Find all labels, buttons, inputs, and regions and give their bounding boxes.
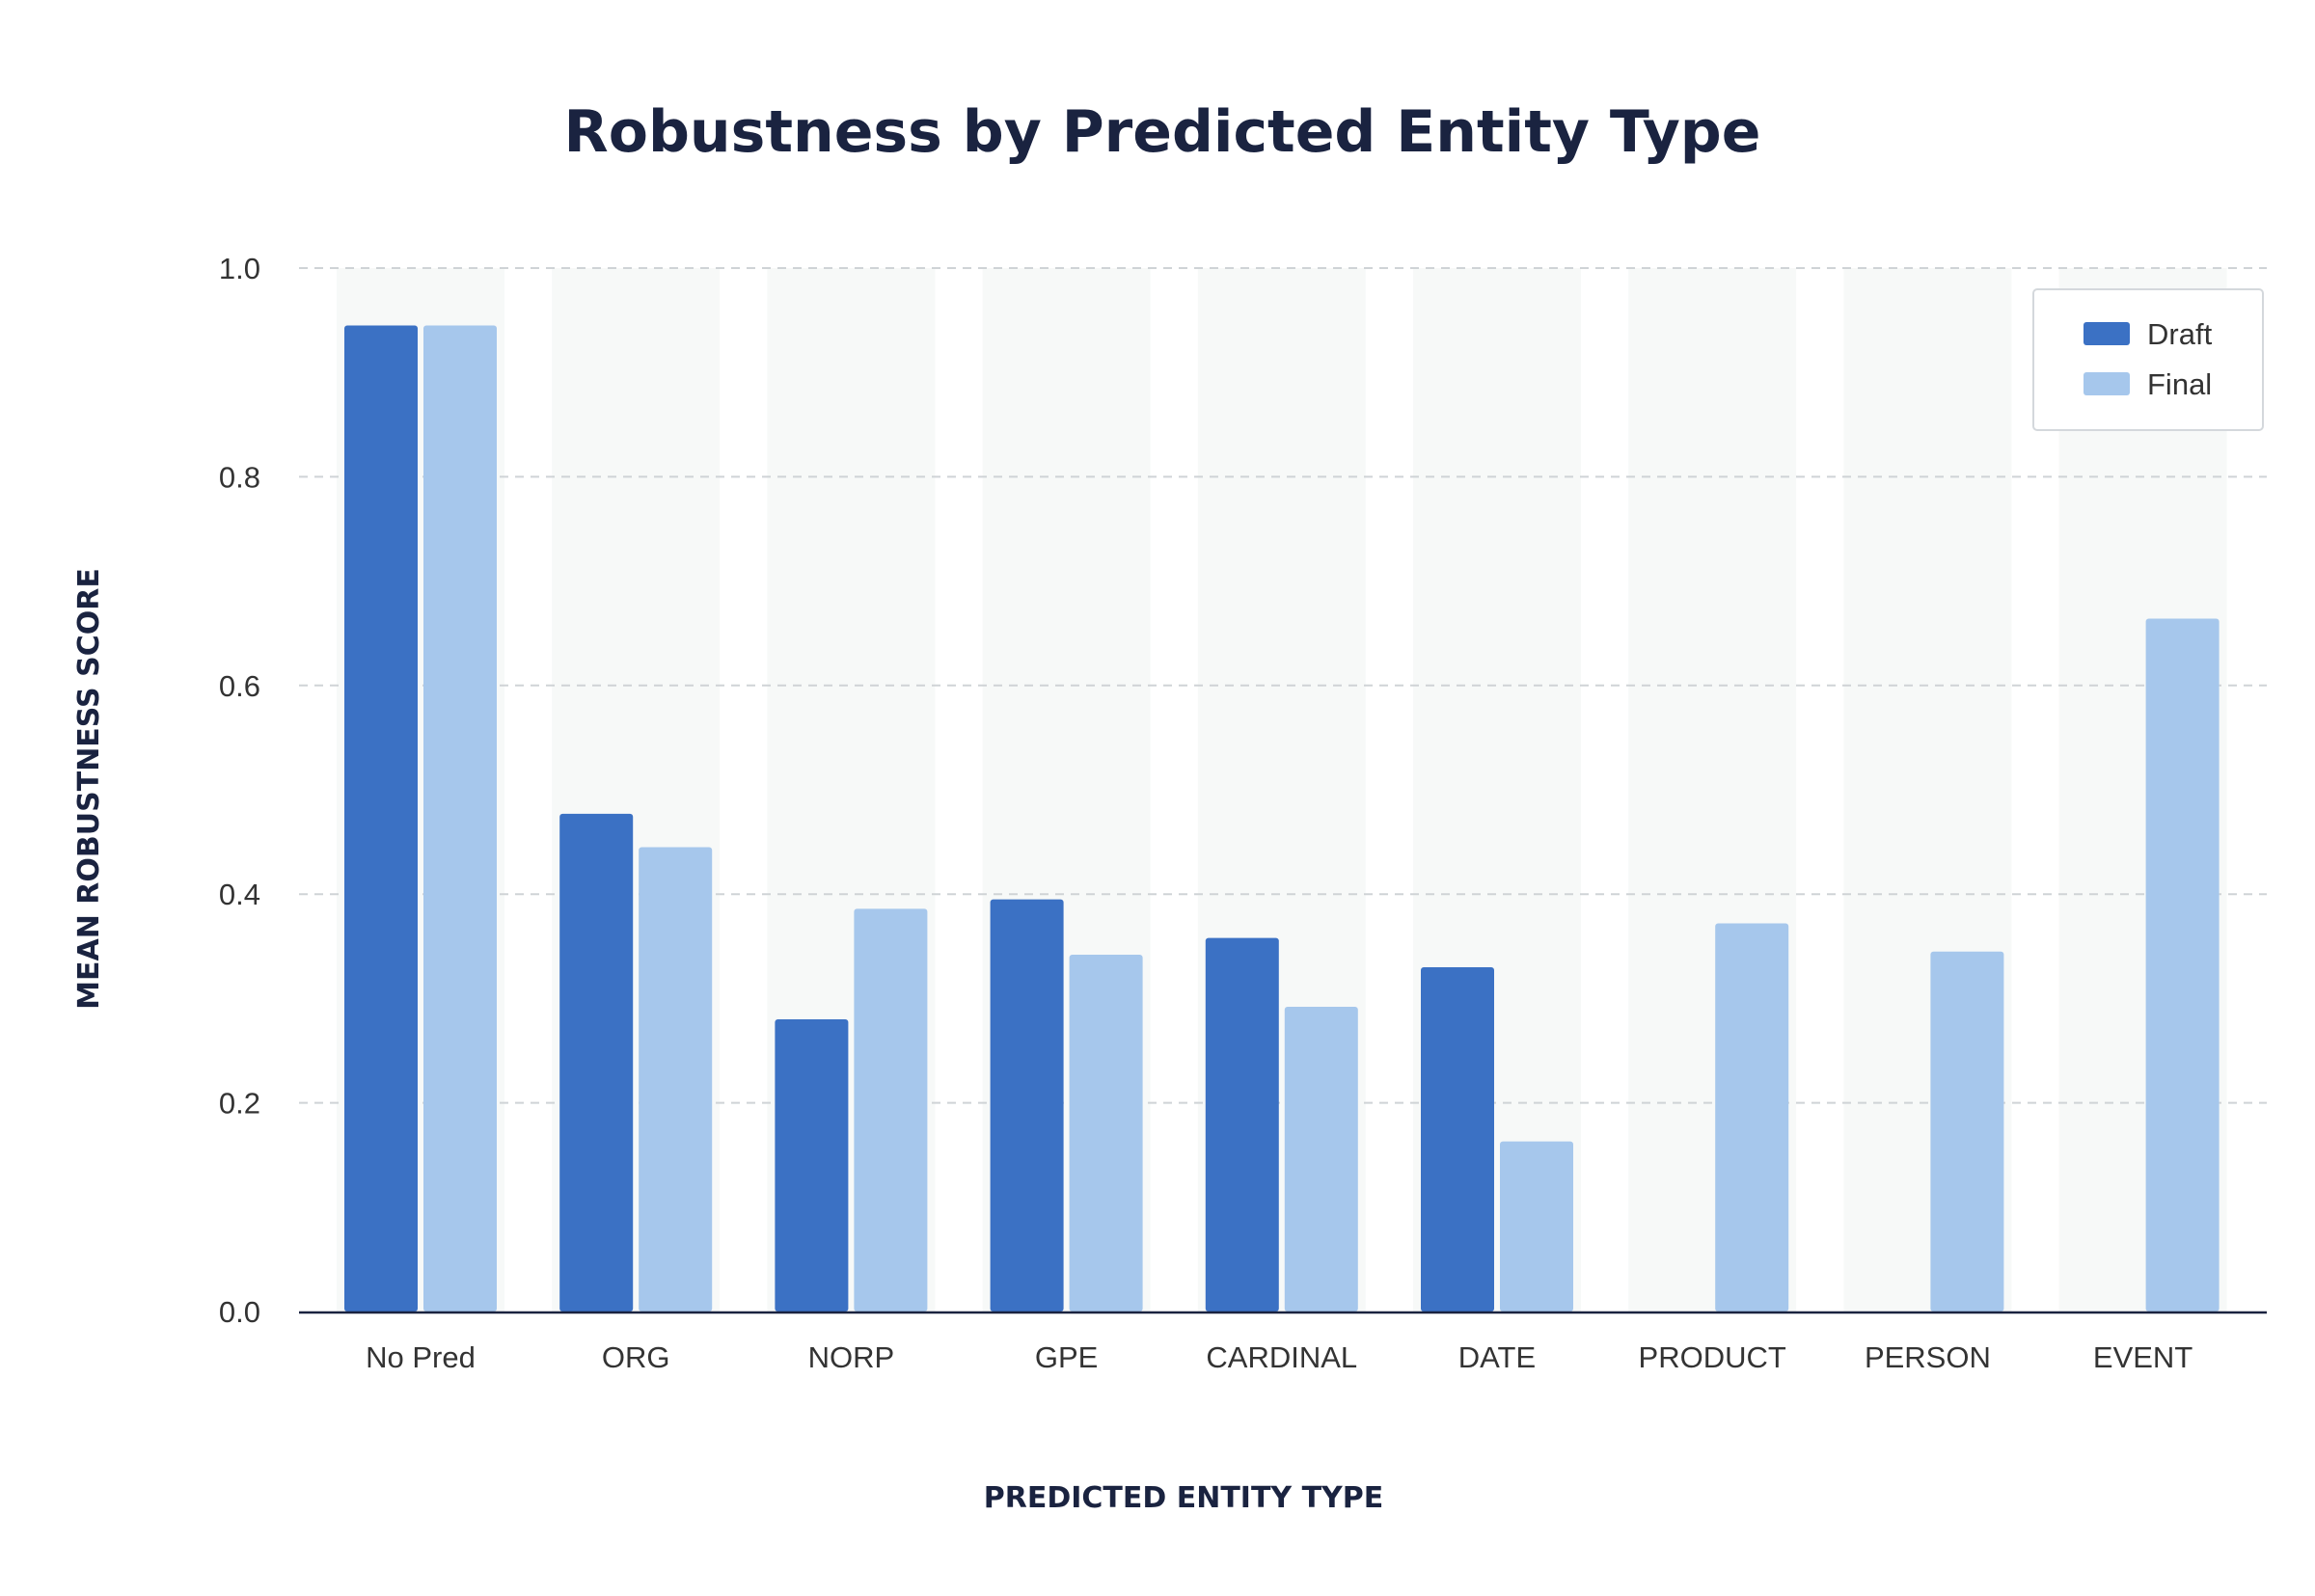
y-tick-label: 1.0: [219, 252, 260, 285]
x-tick-label: DATE: [1458, 1340, 1536, 1374]
y-tick-label: 0.8: [219, 460, 260, 494]
legend-label-final: Final: [2147, 367, 2212, 401]
y-tick-label: 0.4: [219, 878, 260, 911]
category-bands: [337, 268, 2227, 1312]
y-axis-label: MEAN ROBUSTNESS SCORE: [72, 568, 106, 1010]
x-axis-label: PREDICTED ENTITY TYPE: [984, 1481, 1384, 1515]
bar-draft: [344, 325, 418, 1312]
bar-draft: [1421, 966, 1494, 1312]
bar-draft: [1205, 937, 1279, 1312]
legend-label-draft: Draft: [2147, 317, 2213, 351]
bar-draft: [559, 813, 634, 1312]
bars: [344, 325, 2220, 1312]
y-tick-label: 0.6: [219, 669, 260, 703]
bar-final: [2145, 618, 2220, 1312]
x-tick-label: No Pred: [366, 1340, 476, 1374]
bar-final: [1930, 951, 2004, 1312]
x-tick-label: ORG: [602, 1340, 670, 1374]
legend-swatch-final: [2084, 372, 2130, 395]
legend: Draft Final: [2032, 288, 2264, 431]
y-tick-label: 0.0: [219, 1295, 260, 1329]
x-tick-label: GPE: [1035, 1340, 1098, 1374]
y-tick-label: 0.2: [219, 1087, 260, 1121]
x-tick-label: NORP: [808, 1340, 895, 1374]
bar-final: [1715, 923, 1789, 1312]
bar-draft: [990, 899, 1064, 1312]
chart-title: Robustness by Predicted Entity Type: [564, 98, 1761, 166]
x-tick-label: PERSON: [1865, 1340, 1991, 1374]
bar-final: [639, 847, 713, 1312]
x-tick-label: PRODUCT: [1639, 1340, 1786, 1374]
bar-final: [423, 325, 497, 1312]
bar-draft: [775, 1019, 849, 1312]
bar-final: [1284, 1007, 1358, 1312]
x-tick-label: CARDINAL: [1206, 1340, 1357, 1374]
bar-final: [854, 908, 928, 1312]
legend-swatch-draft: [2084, 322, 2130, 345]
bar-final: [1069, 954, 1143, 1312]
x-tick-label: EVENT: [2093, 1340, 2192, 1374]
axes: 0.0 0.2 0.4 0.6 0.8 1.0 No Pred ORG NORP GPE CARDI…: [219, 252, 2267, 1374]
bar-final: [1500, 1141, 1573, 1312]
legend-box: [2032, 288, 2264, 431]
